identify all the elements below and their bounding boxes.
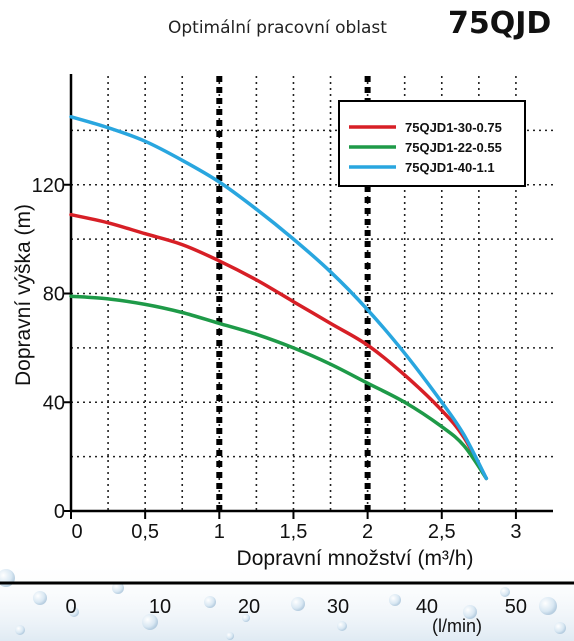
water-bubble xyxy=(15,625,25,635)
water-bubble xyxy=(69,607,79,617)
water-bubble xyxy=(554,622,566,634)
secondary-tick-label: 10 xyxy=(149,596,171,618)
chart-subtitle: Optimální pracovní oblast xyxy=(168,18,387,38)
secondary-tick-label: 40 xyxy=(416,596,438,618)
y-axis-label: Dopravní výška (m) xyxy=(12,204,35,386)
legend-label: 75QJD1-30-0.75 xyxy=(405,120,502,135)
secondary-tick-label: 20 xyxy=(238,596,260,618)
y-tick-label: 80 xyxy=(43,284,65,306)
water-bubble xyxy=(337,621,347,631)
series-line-75QJD1-40-1.1 xyxy=(69,115,489,481)
secondary-tick-label: 30 xyxy=(327,596,349,618)
x-axis-label: Dopravní množství (m³/h) xyxy=(237,547,474,570)
water-bubble xyxy=(539,597,557,615)
x-tick-label: 3 xyxy=(510,521,521,543)
water-bubble xyxy=(33,591,47,605)
x-tick-label: 2 xyxy=(362,521,373,543)
x-tick-label: 0 xyxy=(71,521,82,543)
model-title: 75QJD xyxy=(448,6,551,41)
legend-label: 75QJD1-40-1.1 xyxy=(405,160,495,175)
x-tick-label: 2,5 xyxy=(428,521,456,543)
x-tick-label: 1,5 xyxy=(280,521,308,543)
secondary-axis-unit: (l/min) xyxy=(432,616,482,636)
series-line-75QJD1-22-0.55 xyxy=(69,294,489,481)
water-bubble xyxy=(389,594,401,606)
x-tick-label: 1 xyxy=(214,521,225,543)
x-tick-label: 0,5 xyxy=(131,521,159,543)
secondary-axis-lmin: 0 10 20 30 40 50 xyxy=(0,581,574,618)
secondary-tick-label: 0 xyxy=(65,596,76,618)
water-bubble xyxy=(242,614,250,622)
y-tick-label: 120 xyxy=(32,175,65,197)
legend-label: 75QJD1-22-0.55 xyxy=(405,140,502,155)
series-lines xyxy=(69,115,489,481)
legend-box xyxy=(338,100,526,187)
tick-labels: 0 0,5 1 1,5 2 2,5 3 0 40 80 120 xyxy=(32,175,522,543)
y-tick-label: 0 xyxy=(54,501,65,523)
water-bubble xyxy=(204,596,216,608)
water-bubble xyxy=(112,582,124,594)
water-bubble xyxy=(291,597,305,611)
axes xyxy=(63,74,553,519)
water-bubble xyxy=(142,614,158,630)
series-line-75QJD1-30-0.75 xyxy=(69,212,489,481)
water-bubble xyxy=(226,632,234,640)
legend: 75QJD1-30-0.75 75QJD1-22-0.55 75QJD1-40-1.… xyxy=(338,100,526,187)
secondary-tick-label: 50 xyxy=(505,596,527,618)
water-bubble xyxy=(500,587,510,597)
water-bubble xyxy=(463,605,477,619)
y-tick-label: 40 xyxy=(43,392,65,414)
